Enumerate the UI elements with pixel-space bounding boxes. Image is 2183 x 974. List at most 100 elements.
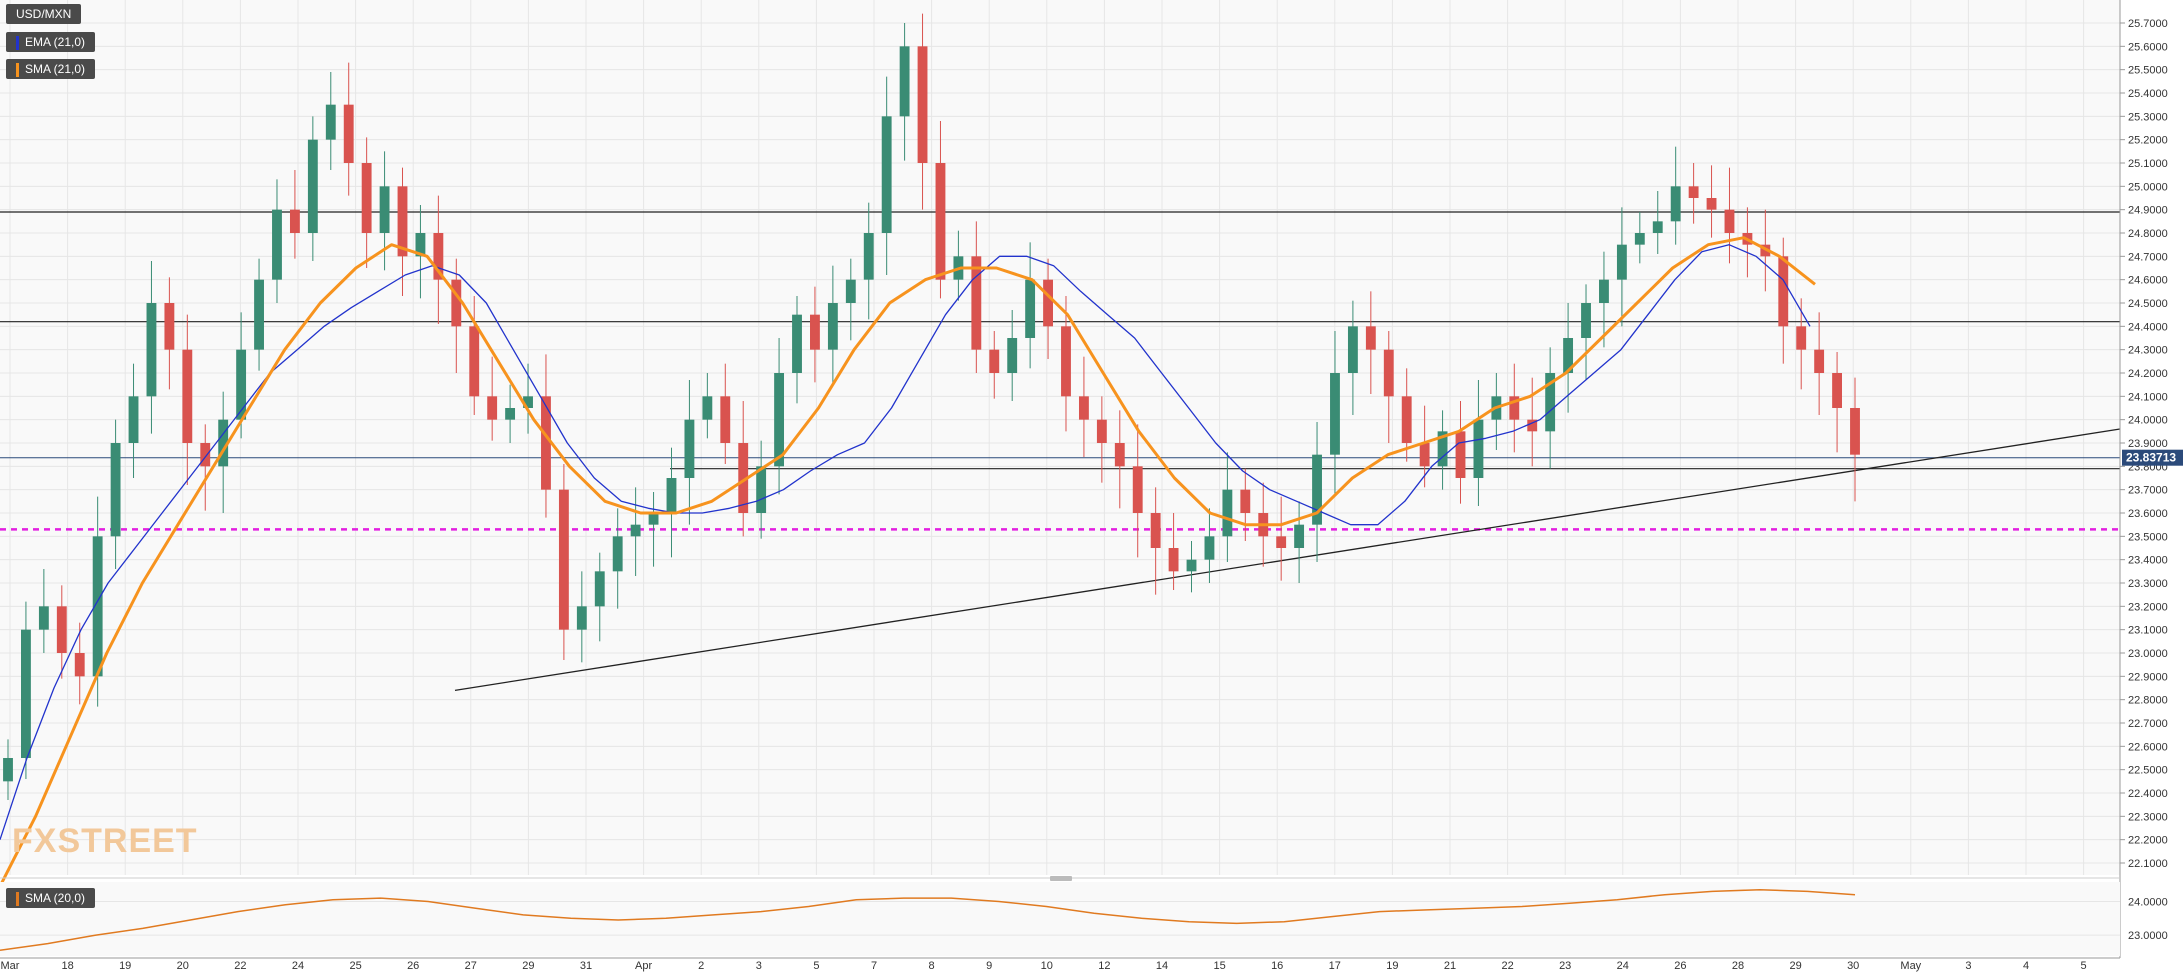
x-tick-label: 15	[1213, 960, 1225, 972]
candle-body	[379, 186, 390, 233]
candle-body	[1419, 443, 1430, 467]
symbol-label[interactable]: USD/MXN	[6, 4, 82, 24]
y-tick-label: 25.0000	[2128, 181, 2168, 193]
y-tick-label: 24.2000	[2128, 368, 2168, 380]
x-tick-label: 19	[1386, 960, 1398, 972]
candle-body	[666, 478, 677, 513]
x-tick-label: 28	[1732, 960, 1744, 972]
sma-legend[interactable]: SMA (21,0)	[6, 59, 96, 79]
x-tick-label: 19	[119, 960, 131, 972]
candle-body	[1652, 221, 1663, 233]
y-tick-label: 23.2000	[2128, 601, 2168, 613]
y-axis: 25.7000 25.6000 25.5000 25.4000 25.3000 25.20…	[2119, 0, 2183, 958]
y-tick-label: 24.9000	[2128, 205, 2168, 217]
candle-body	[3, 758, 13, 782]
lower-sma-20-line	[0, 888, 1856, 952]
candle-body	[1545, 373, 1556, 432]
x-tick-label: 5	[2081, 960, 2087, 972]
candle-body	[1616, 244, 1627, 280]
candle-body	[451, 279, 462, 327]
x-tick-label: 22	[234, 960, 246, 972]
y-tick-label: 23.9000	[2128, 438, 2168, 450]
x-tick-label: 21	[1444, 960, 1456, 972]
candle-body	[1114, 443, 1125, 467]
candle-body	[1724, 209, 1735, 233]
candle-body	[863, 233, 874, 280]
x-tick-label: 23	[1559, 960, 1571, 972]
y-tick-label: 24.5000	[2128, 298, 2168, 310]
candle-body	[487, 396, 498, 420]
y-tick-label: 22.4000	[2128, 788, 2168, 800]
candle-body	[200, 443, 211, 467]
fxstreet-watermark: FXSTREET	[12, 822, 198, 860]
y-tick-label: 24.8000	[2128, 228, 2168, 240]
candle-body	[128, 396, 139, 443]
candle-body	[254, 279, 264, 350]
candle-body	[146, 303, 157, 397]
candle-body	[1634, 233, 1645, 245]
candle-body	[774, 373, 785, 467]
candle-body	[1294, 524, 1305, 548]
lower-y-tick-label: 24.0000	[2128, 896, 2168, 908]
candle-body	[397, 186, 408, 257]
candle-body	[989, 349, 1000, 373]
candle-body	[917, 46, 928, 164]
x-tick-label: 3	[1965, 960, 1971, 972]
x-tick-label: 24	[292, 960, 304, 972]
candle-body	[612, 536, 623, 572]
x-tick-label: 2	[698, 960, 704, 972]
candle-body	[164, 303, 175, 350]
y-tick-label: 25.1000	[2128, 158, 2168, 170]
last-price-label: 23.83713	[2126, 451, 2176, 465]
candle-body	[576, 606, 587, 630]
candle-body	[541, 396, 551, 490]
x-tick-label: 30	[1847, 960, 1859, 972]
y-tick-label: 24.7000	[2128, 251, 2168, 263]
lower-sma-legend[interactable]: SMA (20,0)	[6, 888, 96, 908]
candle-body	[1688, 186, 1699, 198]
candle-body	[325, 104, 336, 140]
x-tick-label: 22	[1501, 960, 1513, 972]
candle-body	[1383, 349, 1394, 397]
plot-background	[0, 0, 2120, 875]
x-tick-label: 29	[1789, 960, 1801, 972]
candle-body	[1509, 396, 1520, 420]
x-axis: Mar 18 19 20 22 24 25 26 27 29 31 Apr 2 3 5 7 8 9 10 12 14 15…	[0, 957, 2120, 972]
y-tick-label: 25.6000	[2128, 41, 2168, 53]
candle-body	[415, 233, 426, 257]
candle-body	[1670, 186, 1681, 222]
lower-y-tick-label: 23.0000	[2128, 930, 2168, 942]
candle-body	[1186, 559, 1197, 572]
candle-body	[21, 629, 31, 758]
lower-sma-swatch	[16, 891, 19, 906]
candle-body	[756, 466, 767, 513]
y-tick-label: 22.9000	[2128, 671, 2168, 683]
y-tick-label: 24.3000	[2128, 345, 2168, 357]
x-tick-label: 17	[1329, 960, 1341, 972]
candle-body	[236, 349, 247, 420]
y-tick-label: 23.5000	[2128, 531, 2168, 543]
candle-body	[1276, 536, 1287, 548]
candle-body	[1078, 396, 1089, 420]
indicator-lines	[0, 236, 1816, 887]
y-tick-label: 25.3000	[2128, 111, 2168, 123]
x-tick-label: 18	[61, 960, 73, 972]
x-tick-label: 29	[522, 960, 534, 972]
x-tick-label: 8	[929, 960, 935, 972]
candle-body	[1437, 431, 1448, 467]
y-tick-label: 22.6000	[2128, 741, 2168, 753]
panel-resize-handle[interactable]	[1050, 876, 1072, 881]
candle-body	[92, 536, 103, 677]
candles	[3, 13, 1860, 800]
last-price-tag: 23.83713	[2122, 449, 2183, 466]
candle-body	[1007, 338, 1018, 373]
ema-legend[interactable]: EMA (21,0)	[6, 32, 96, 52]
y-tick-label: 25.5000	[2128, 65, 2168, 77]
y-tick-label: 23.6000	[2128, 508, 2168, 520]
candle-body	[182, 349, 193, 443]
candle-body	[1832, 373, 1842, 408]
candle-body	[1778, 256, 1789, 327]
y-tick-label: 22.8000	[2128, 695, 2168, 707]
